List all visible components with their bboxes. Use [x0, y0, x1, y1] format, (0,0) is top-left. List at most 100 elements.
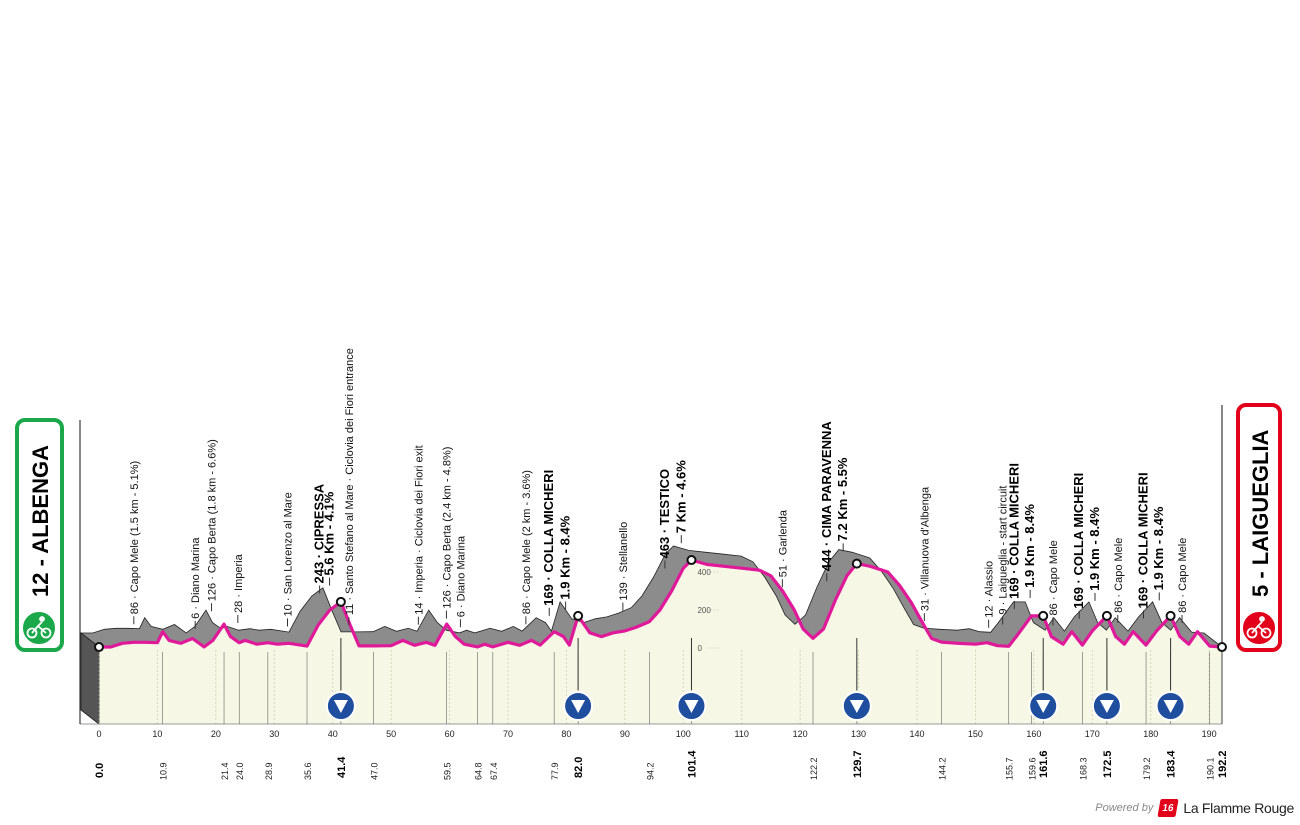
- profile-dot: [573, 610, 584, 621]
- km-marker-label: 144.2: [938, 757, 948, 780]
- km-tick-label: 160: [1026, 729, 1041, 739]
- km-marker-label: 179.2: [1142, 757, 1152, 780]
- km-marker-label: 24.0: [235, 762, 245, 780]
- km-marker-label: 21.4: [220, 762, 230, 780]
- km-marker-label: 67.4: [489, 762, 499, 780]
- la-fiamma-rouge-logo-icon: 16: [1157, 799, 1179, 817]
- profile-dot: [1217, 642, 1227, 653]
- waypoint-label: 51 · Garlenda: [777, 509, 789, 577]
- km-marker-label: 183.4: [1166, 750, 1178, 778]
- km-tick-label: 120: [793, 729, 808, 739]
- km-tick-label: 100: [676, 729, 691, 739]
- climb-arrow-icon: [1163, 700, 1178, 713]
- waypoint-label: 14 · Imperia · Ciclovia dei Fiori exit: [413, 445, 425, 614]
- km-marker-label: 155.7: [1005, 757, 1015, 780]
- km-marker-label: 64.8: [474, 762, 484, 780]
- km-marker-label: 129.7: [852, 750, 864, 778]
- km-marker-label: 47.0: [370, 762, 380, 780]
- km-marker-label: 82.0: [573, 757, 585, 778]
- km-tick-label: 150: [968, 729, 983, 739]
- waypoint-label: 86 · Capo Mele: [1048, 540, 1060, 615]
- waypoint-label: 1.9 Km - 8.4%: [1151, 506, 1166, 590]
- waypoint-label: 6 · Diano Marina: [455, 535, 467, 617]
- km-tick-label: 20: [211, 729, 221, 739]
- km-tick-label: 40: [328, 729, 338, 739]
- waypoint-label: 7.2 Km - 5.5%: [835, 457, 850, 541]
- waypoint-label: 12 · Alassio: [984, 561, 996, 618]
- waypoint-label: 11 · Santo Stefano al Mare · Ciclovia de…: [344, 348, 356, 615]
- km-tick-label: 170: [1085, 729, 1100, 739]
- waypoint-label: 10 · San Lorenzo al Mare: [282, 492, 294, 616]
- km-tick-label: 130: [851, 729, 866, 739]
- km-tick-label: 90: [620, 729, 630, 739]
- waypoint-label: 139 · Stellanello: [618, 522, 630, 601]
- km-marker-label: 10.9: [159, 762, 169, 780]
- waypoint-label: 1.9 Km - 8.4%: [1087, 507, 1102, 591]
- km-axis: 0 10 20 30 40 50 60 70 80 90 100 110 120 130 140 150 160…: [96, 729, 1216, 739]
- waypoint-label: 6 · Diano Marina: [190, 537, 202, 619]
- profile-dot: [1165, 610, 1176, 621]
- km-tick-label: 190: [1202, 729, 1217, 739]
- waypoint-label: 1.9 Km - 8.4%: [558, 515, 573, 599]
- profile-dot: [1038, 610, 1049, 621]
- elevation-profile-line: [99, 558, 1223, 649]
- km-marker-label: 28.9: [264, 762, 274, 780]
- km-tick-label: 60: [445, 729, 455, 739]
- km-marker-label: 77.9: [550, 762, 560, 780]
- climb-arrow-icon: [684, 700, 699, 713]
- waypoint-label: 126 · Capo Berta (1.8 km - 6.6%): [207, 439, 219, 601]
- waypoint-labels: 86 · Capo Mele (1.5 km - 5.1%) 6 · Diano …: [94, 348, 1227, 653]
- km-marker-label: 59.5: [443, 762, 453, 780]
- km-markers: 0.0 10.9 21.4 24.0 28.9 35.6 41.4 47.0 59.5 64.8 6…: [94, 652, 1229, 780]
- km-marker-label: 101.4: [686, 750, 698, 778]
- km-marker-label: 161.6: [1038, 750, 1050, 778]
- km-marker-label: 94.2: [645, 762, 655, 780]
- waypoint-label: 169 · COLLA MICHERI: [1135, 472, 1150, 608]
- waypoint-label: 28 · Imperia: [233, 553, 245, 613]
- powered-by-text: Powered by: [1095, 802, 1154, 814]
- waypoint-label: 463 · TESTICO: [657, 469, 672, 559]
- km-tick-label: 50: [386, 729, 396, 739]
- waypoint-label: 9 · Laigueglia - start circuit: [998, 486, 1010, 615]
- waypoint-label: 169 · COLLA MICHERI: [1071, 473, 1086, 609]
- finish-city-label: 5 - LAIGUEGLIA: [1248, 429, 1273, 597]
- start-city-label: 12 - ALBENGA: [28, 445, 53, 597]
- km-tick-label: 10: [152, 729, 162, 739]
- finish-badge-frame: [1236, 403, 1282, 652]
- waypoint-label: 243 · CIPRESSA: [312, 483, 327, 583]
- km-marker-label: 190.1: [1206, 757, 1216, 780]
- powered-by-brand: Powered by 16 La Flamme Rouge: [1095, 799, 1294, 817]
- km-tick-label: 110: [735, 729, 749, 739]
- km-tick-label: 0: [96, 729, 101, 739]
- profile-dot: [686, 555, 697, 566]
- waypoint-label: 86 · Capo Mele (2 km - 3.6%): [521, 470, 533, 614]
- cyclist-glyph-finish: [1246, 616, 1272, 639]
- km-marker-label: 122.2: [809, 757, 819, 780]
- climb-arrow-icon: [1099, 700, 1114, 713]
- km-tick-label: 180: [1143, 729, 1158, 739]
- waypoint-label: 5.6 Km - 4.1%: [322, 491, 337, 575]
- start-badge: 12 - ALBENGA: [15, 418, 64, 652]
- waypoint-label: 86 · Capo Mele: [1113, 538, 1125, 613]
- waypoint-label: 86 · Capo Mele: [1177, 538, 1189, 613]
- altitude-axis: 400 200 0: [697, 568, 720, 653]
- climb-arrow-icon: [1036, 700, 1051, 713]
- profile-dot: [335, 596, 346, 607]
- km-marker-label: 35.6: [303, 762, 313, 780]
- start-badge-frame: [15, 418, 64, 652]
- waypoint-label: 126 · Capo Berta (2.4 km - 4.8%): [441, 447, 453, 609]
- km-marker-label: 172.5: [1102, 750, 1114, 778]
- km-marker-label: 168.3: [1078, 757, 1088, 780]
- km-tick-label: 30: [269, 729, 279, 739]
- km-tick-label: 140: [909, 729, 924, 739]
- km-marker-label: 159.6: [1028, 757, 1038, 780]
- climb-arrow-icon: [571, 700, 586, 713]
- waypoint-label: 444 · CIMA PARAVENNA: [819, 421, 834, 572]
- km-marker-label: 0.0: [94, 763, 106, 778]
- waypoint-label: 31 · Villanuova d'Albenga: [919, 486, 931, 611]
- finish-badge: 5 - LAIGUEGLIA: [1236, 403, 1282, 652]
- altitude-tick-label: 0: [697, 644, 702, 653]
- km-tick-label: 80: [561, 729, 571, 739]
- cyclist-glyph-start: [26, 616, 52, 639]
- climb-arrow-icon: [849, 700, 864, 713]
